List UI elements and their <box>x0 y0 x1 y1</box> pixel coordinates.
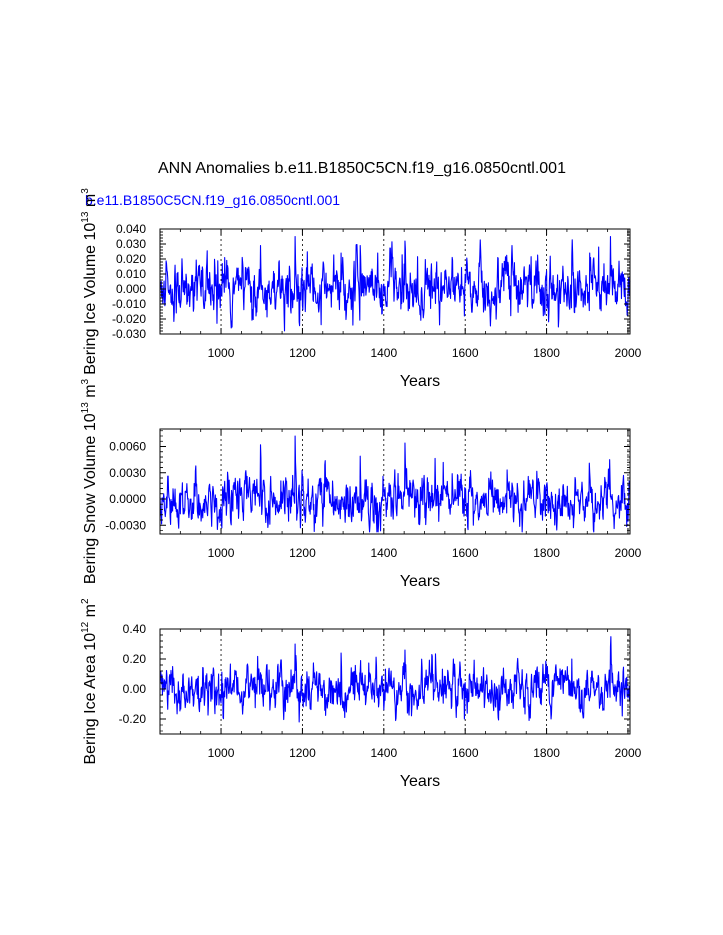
figure-title: ANN Anomalies b.e11.B1850C5CN.f19_g16.08… <box>158 160 566 177</box>
x-tick-label: 2000 <box>615 746 642 760</box>
y-tick-label: -0.0030 <box>105 518 146 532</box>
y-tick-label: -0.030 <box>112 327 146 341</box>
x-tick-label: 1200 <box>289 746 316 760</box>
x-tick-label: 1800 <box>533 746 560 760</box>
x-tick-label: 1400 <box>370 546 397 560</box>
x-axis-label: Years <box>400 573 440 590</box>
y-tick-label: 0.00 <box>123 682 147 696</box>
y-tick-label: 0.000 <box>116 282 146 296</box>
plot-frame <box>159 228 631 335</box>
x-axis-label: Years <box>400 373 440 390</box>
y-tick-label: 0.020 <box>116 252 146 266</box>
x-tick-label: 1800 <box>533 346 560 360</box>
x-tick-label: 1000 <box>208 346 235 360</box>
x-tick-label: 2000 <box>615 346 642 360</box>
x-tick-label: 1600 <box>452 746 479 760</box>
y-tick-label: 0.040 <box>116 222 146 236</box>
x-tick-label: 1800 <box>533 546 560 560</box>
y-axis-label: Bering Snow Volume 1013 m3 <box>80 378 99 584</box>
series-line <box>159 636 631 723</box>
y-tick-label: 0.0030 <box>109 466 146 480</box>
x-tick-label: 1200 <box>289 346 316 360</box>
y-axis-label: Bering Ice Area 1012 m2 <box>80 598 99 765</box>
y-tick-label: 0.0000 <box>109 492 146 506</box>
x-tick-label: 1600 <box>452 546 479 560</box>
y-tick-label: -0.20 <box>119 712 147 726</box>
x-tick-label: 1400 <box>370 346 397 360</box>
x-tick-label: 1200 <box>289 546 316 560</box>
x-tick-label: 2000 <box>615 546 642 560</box>
series-line <box>159 435 631 533</box>
chart-panel-3: 1000 1200 1400 1600 1800 2000 -0.20 0.00 0.20 0.4… <box>80 598 642 790</box>
y-tick-label: 0.010 <box>116 267 146 281</box>
y-tick-label: 0.0060 <box>109 440 146 454</box>
plot-frame <box>159 428 631 535</box>
y-tick-label: 0.030 <box>116 237 146 251</box>
y-tick-label: 0.20 <box>123 652 147 666</box>
chart-panel-2: 1000 1200 1400 1600 1800 2000 -0.0030 0.0000 0.0… <box>80 378 642 590</box>
plot-frame <box>159 628 631 735</box>
series-line <box>159 235 631 332</box>
x-tick-label: 1000 <box>208 746 235 760</box>
x-tick-label: 1400 <box>370 746 397 760</box>
y-axis-label: Bering Ice Volume 1013 m3 <box>80 188 99 375</box>
x-tick-label: 1600 <box>452 346 479 360</box>
x-tick-label: 1000 <box>208 546 235 560</box>
y-tick-label: 0.40 <box>123 622 147 636</box>
chart-panel-1: 1000 1200 1400 1600 1800 2000 -0.030-0.020-0.0… <box>80 188 642 390</box>
y-tick-label: -0.010 <box>112 297 146 311</box>
panels: 1000 1200 1400 1600 1800 2000-0.030-0.020-0.0… <box>80 188 642 790</box>
case-label: b.e11.B1850C5CN.f19_g16.0850cntl.001 <box>85 192 340 208</box>
x-axis-label: Years <box>400 773 440 790</box>
y-tick-label: -0.020 <box>112 312 146 326</box>
